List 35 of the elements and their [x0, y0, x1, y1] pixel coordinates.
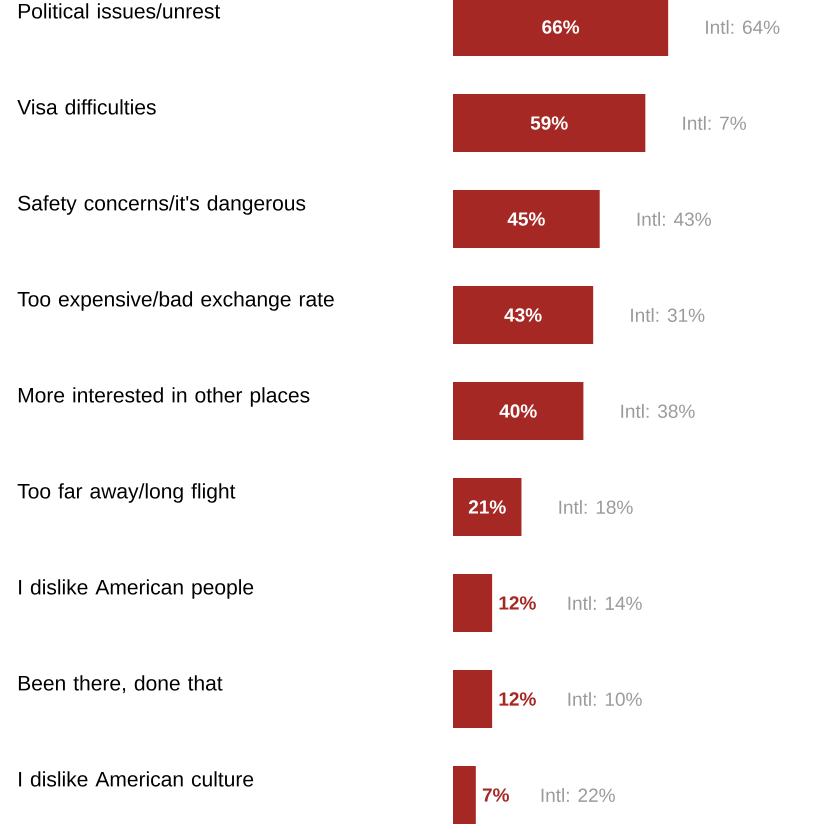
bar	[453, 478, 522, 536]
y-tick-label: Safety concerns/it's dangerous	[18, 195, 306, 215]
data-label: 43%	[504, 308, 542, 322]
data-label: 66%	[542, 20, 580, 34]
annotation: Intl: 14%	[568, 596, 642, 610]
data-label: 21%	[468, 500, 506, 514]
y-tick-label: I dislike American culture	[19, 771, 254, 787]
bar	[453, 382, 584, 440]
bar	[453, 94, 646, 152]
annotation: Intl: 18%	[559, 500, 633, 514]
annotation: Intl: 38%	[621, 404, 695, 418]
y-tick-label: Too far away/long flight	[18, 483, 236, 503]
annotation: Intl: 43%	[638, 212, 711, 226]
bar	[453, 766, 476, 824]
y-tick-label: Too expensive/bad exchange rate	[18, 291, 334, 311]
annotation: Intl: 22%	[542, 788, 615, 802]
data-label: 12%	[500, 596, 536, 610]
annotation: Intl: 31%	[631, 308, 704, 322]
annotation: Intl: 10%	[568, 692, 642, 706]
bar	[453, 190, 600, 248]
y-tick-label: I dislike American people	[19, 579, 254, 599]
y-tick-label: Visa difficulties	[17, 99, 156, 115]
data-label: 59%	[530, 116, 568, 130]
y-tick-label: Political issues/unrest	[18, 3, 220, 19]
y-tick-label: Been there, done that	[18, 675, 222, 694]
data-label: 7%	[482, 788, 509, 802]
data-label: 40%	[499, 404, 537, 418]
bar	[453, 574, 492, 632]
bar	[453, 286, 594, 344]
data-label: 45%	[508, 212, 545, 226]
bar	[453, 670, 492, 728]
y-tick-label: More interested in other places	[18, 387, 310, 407]
data-label: 12%	[500, 692, 536, 706]
text: Intl: 64%	[706, 20, 780, 34]
text: Intl: 7%	[683, 116, 746, 130]
